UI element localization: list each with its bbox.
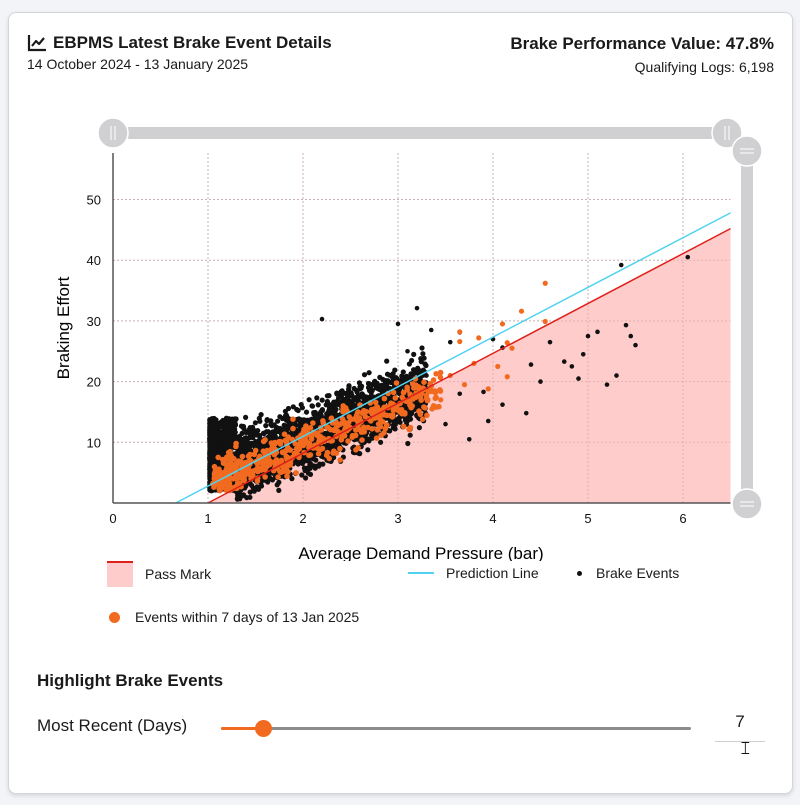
highlight-section-title: Highlight Brake Events: [37, 671, 224, 690]
brake-event-card: EBPMS Latest Brake Event Details 14 Octo…: [8, 12, 793, 794]
most-recent-days-slider[interactable]: [221, 720, 691, 737]
legend-recent-events-label: Events within 7 days of 13 Jan 2025: [135, 609, 360, 625]
y-axis-label: Braking Effort: [54, 276, 73, 379]
svg-text:3: 3: [394, 511, 401, 526]
most-recent-days-label: Most Recent (Days): [37, 716, 188, 735]
x-zoom-handle-right[interactable]: [711, 117, 743, 149]
svg-text:2: 2: [299, 511, 306, 526]
svg-text:0: 0: [109, 511, 116, 526]
legend-prediction-line[interactable]: Prediction Line: [408, 565, 539, 581]
most-recent-days-input[interactable]: [715, 703, 765, 742]
title-row: EBPMS Latest Brake Event Details: [27, 33, 332, 53]
y-zoom-handle-top[interactable]: [731, 135, 763, 167]
svg-text:50: 50: [87, 193, 101, 208]
legend-brake-events[interactable]: Brake Events: [577, 565, 679, 581]
legend-recent-events[interactable]: Events within 7 days of 13 Jan 2025: [109, 609, 359, 625]
slider-fill: [221, 727, 264, 730]
x-zoom-handle-left[interactable]: [97, 117, 129, 149]
page-title: EBPMS Latest Brake Event Details: [53, 33, 332, 52]
svg-text:10: 10: [87, 435, 101, 450]
y-tick-labels: 10 20 30 40 50: [87, 193, 101, 451]
text-cursor-icon: 𝙸: [739, 738, 752, 759]
svg-text:1: 1: [204, 511, 211, 526]
qualifying-logs: Qualifying Logs: 6,198: [634, 59, 774, 75]
chart-container: 0 1 2 3 4 5 6 10 20 30 40 50 Average Demand Pressu…: [9, 13, 800, 573]
svg-text:20: 20: [87, 375, 101, 390]
legend-prediction-line-label: Prediction Line: [446, 565, 539, 581]
legend-pass-mark[interactable]: Pass Mark: [107, 561, 211, 587]
y-zoom-bar[interactable]: [741, 151, 753, 503]
legend-pass-mark-label: Pass Mark: [145, 566, 212, 582]
svg-text:4: 4: [489, 511, 496, 526]
x-tick-labels: 0 1 2 3 4 5 6: [109, 511, 686, 526]
brake-performance-value: Brake Performance Value: 47.8%: [510, 34, 774, 53]
brake-event-dot-icon: [577, 570, 582, 576]
svg-text:5: 5: [584, 511, 591, 526]
recent-event-dot-icon: [109, 611, 120, 623]
scatter-chart: 0 1 2 3 4 5 6 10 20 30 40 50 Average Demand Pressu…: [54, 117, 763, 561]
pass-mark-swatch: [107, 561, 133, 587]
svg-text:30: 30: [87, 314, 101, 329]
y-zoom-handle-bottom[interactable]: [731, 488, 763, 520]
slider-thumb[interactable]: [255, 720, 273, 737]
svg-text:6: 6: [679, 511, 686, 526]
prediction-line-swatch: [408, 572, 434, 574]
svg-text:40: 40: [87, 253, 101, 268]
x-axis-label: Average Demand Pressure (bar): [298, 544, 543, 561]
pass-mark-line: [207, 227, 731, 504]
x-zoom-bar[interactable]: [113, 127, 727, 139]
date-range: 14 October 2024 - 13 January 2025: [27, 56, 249, 72]
prediction-line: [175, 212, 731, 504]
legend-brake-events-label: Brake Events: [596, 565, 680, 581]
line-chart-icon: [27, 35, 46, 52]
